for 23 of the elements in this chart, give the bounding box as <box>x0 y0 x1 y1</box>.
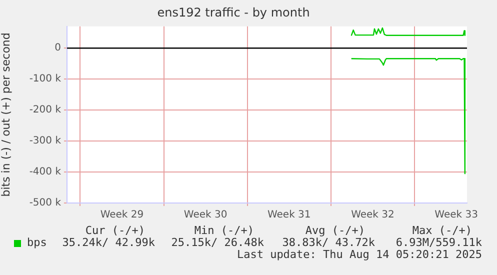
text: Cur (-/+) <box>85 224 145 237</box>
text: 6.93M/559.11k <box>396 236 482 249</box>
y-tick-label: -400 k <box>29 166 62 178</box>
text: Min (-/+) <box>194 224 254 237</box>
x-tick-label: Week 29 <box>100 210 144 221</box>
y-tick-label: 0 <box>54 42 61 54</box>
text: 35.24k/ 42.99k <box>62 236 155 249</box>
y-axis-title: bits in (-) / out (+) per second <box>0 32 12 197</box>
text: Avg (-/+) <box>305 224 365 237</box>
text: Max (-/+) <box>412 224 472 237</box>
text: Last update: Thu Aug 14 05:20:21 2025 <box>236 248 482 261</box>
legend-label: bps <box>27 236 47 249</box>
y-tick-label: -100 k <box>29 74 62 85</box>
chart-title: ens192 traffic - by month <box>157 5 310 20</box>
x-tick-label: Week 32 <box>351 210 394 221</box>
y-tick-label: -500 k <box>29 198 62 209</box>
text: 25.15k/ 26.48k <box>171 236 264 249</box>
text: 38.83k/ 43.72k <box>282 236 375 249</box>
x-tick-label: Week 33 <box>434 210 478 221</box>
y-tick-label: -200 k <box>29 104 62 116</box>
y-tick-label: -300 k <box>29 136 62 147</box>
x-tick-label: Week 30 <box>184 210 228 221</box>
x-tick-label: Week 31 <box>267 210 311 221</box>
